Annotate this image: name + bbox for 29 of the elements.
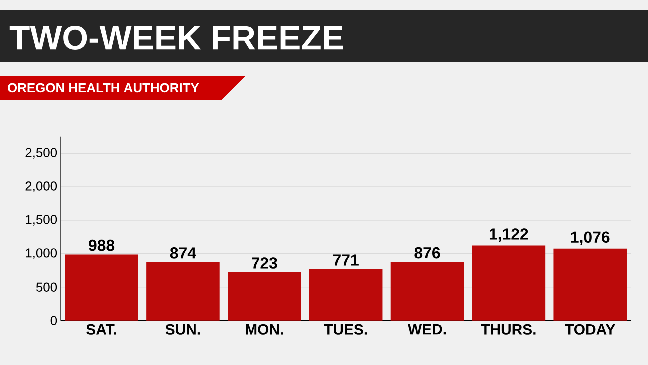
y-tick-label: 0	[50, 316, 58, 326]
data-label: 771	[333, 254, 359, 266]
bar	[228, 272, 302, 321]
chart-subtitle: OREGON HEALTH AUTHORITY	[8, 83, 200, 93]
data-label: 874	[170, 248, 196, 259]
bar	[554, 248, 628, 321]
chart-title: TWO-WEEK FREEZE	[10, 26, 344, 50]
data-label: 1,122	[490, 228, 528, 242]
y-tick-label: 1,000	[26, 248, 58, 260]
y-tick-label: 1,500	[26, 215, 58, 226]
x-tick-label: SUN.	[166, 324, 200, 335]
x-tick-label: SAT.	[86, 324, 116, 335]
y-tick-label: 2,500	[26, 148, 58, 159]
data-label: 876	[414, 247, 440, 259]
x-tick-label: WED.	[408, 324, 446, 335]
x-tick-label: MON.	[246, 324, 284, 335]
bar	[309, 269, 383, 321]
x-tick-label: TUES.	[324, 324, 368, 335]
bar	[472, 246, 546, 321]
y-tick-label: 2,000	[26, 182, 58, 192]
bar	[390, 262, 464, 321]
data-label: 988	[89, 240, 115, 252]
data-label: 723	[252, 258, 278, 269]
x-tick-label: THURS.	[481, 324, 536, 335]
x-tick-label: TODAY	[565, 324, 616, 335]
bar	[146, 262, 220, 321]
data-label: 1,076	[571, 232, 610, 246]
bar	[65, 254, 138, 321]
y-tick-label: 500	[36, 282, 58, 292]
